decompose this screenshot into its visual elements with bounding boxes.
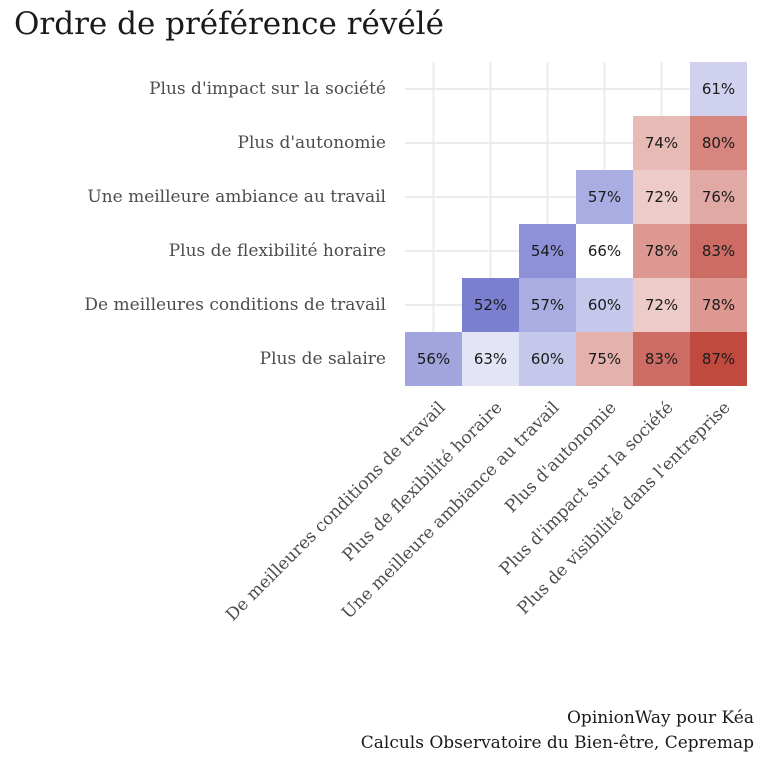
cell-value-label: 78%	[645, 242, 678, 260]
heatmap-cell	[633, 278, 690, 332]
y-axis-label: Plus d'impact sur la société	[149, 79, 386, 99]
y-axis-labels: Plus d'impact sur la société Plus d'auton…	[84, 79, 386, 369]
heatmap-cell	[462, 278, 519, 332]
cell-value-label: 57%	[531, 296, 564, 314]
cell-value-label: 57%	[588, 188, 621, 206]
heatmap-cell	[690, 62, 747, 116]
cell-value-label: 74%	[645, 134, 678, 152]
y-axis-label: Plus d'autonomie	[238, 133, 386, 153]
heatmap-chart: 61% 74% 80% 57% 72% 76% 54% 66% 78% 83% 52% 57% 60% 7…	[84, 62, 747, 625]
cell-value-label: 76%	[702, 188, 735, 206]
heatmap-cell	[633, 116, 690, 170]
calculation-caption: Calculs Observatoire du Bien-être, Cepre…	[360, 733, 754, 753]
heatmap-cell	[633, 332, 690, 386]
heatmap-cell	[576, 278, 633, 332]
cell-value-label: 83%	[645, 350, 678, 368]
heatmap-cell	[576, 224, 633, 278]
heatmap-cell	[690, 170, 747, 224]
cell-value-label: 56%	[417, 350, 450, 368]
heatmap-cells: 61% 74% 80% 57% 72% 76% 54% 66% 78% 83% 52% 57% 60% 7…	[405, 62, 747, 386]
cell-value-label: 78%	[702, 296, 735, 314]
heatmap-cell	[690, 116, 747, 170]
cell-value-label: 63%	[474, 350, 507, 368]
heatmap-cell	[690, 278, 747, 332]
cell-value-label: 80%	[702, 134, 735, 152]
cell-value-label: 72%	[645, 296, 678, 314]
heatmap-cell	[519, 278, 576, 332]
heatmap-cell	[690, 332, 747, 386]
y-axis-label: Une meilleure ambiance au travail	[87, 187, 386, 207]
heatmap-cell	[576, 170, 633, 224]
cell-value-label: 87%	[702, 350, 735, 368]
heatmap-cell	[576, 332, 633, 386]
cell-value-label: 61%	[702, 80, 735, 98]
heatmap-cell	[519, 224, 576, 278]
chart-title: Ordre de préférence révélé	[14, 6, 444, 42]
cell-value-label: 83%	[702, 242, 735, 260]
cell-value-label: 60%	[531, 350, 564, 368]
cell-value-label: 52%	[474, 296, 507, 314]
heatmap-cell	[633, 224, 690, 278]
heatmap-cell	[690, 224, 747, 278]
cell-value-label: 60%	[588, 296, 621, 314]
source-caption: OpinionWay pour Kéa	[567, 708, 754, 728]
x-axis-label: Plus de visibilité dans l'entreprise	[514, 398, 735, 619]
x-axis-labels: De meilleures conditions de travail Plus …	[222, 398, 734, 625]
heatmap-cell	[405, 332, 462, 386]
x-axis-label: De meilleures conditions de travail	[222, 398, 449, 625]
y-axis-label: Plus de flexibilité horaire	[169, 241, 386, 261]
cell-value-label: 75%	[588, 350, 621, 368]
cell-value-label: 66%	[588, 242, 621, 260]
y-axis-label: Plus de salaire	[260, 349, 386, 369]
cell-value-label: 54%	[531, 242, 564, 260]
heatmap-cell	[519, 332, 576, 386]
cell-value-label: 72%	[645, 188, 678, 206]
y-axis-label: De meilleures conditions de travail	[84, 295, 386, 315]
heatmap-cell	[633, 170, 690, 224]
heatmap-cell	[462, 332, 519, 386]
